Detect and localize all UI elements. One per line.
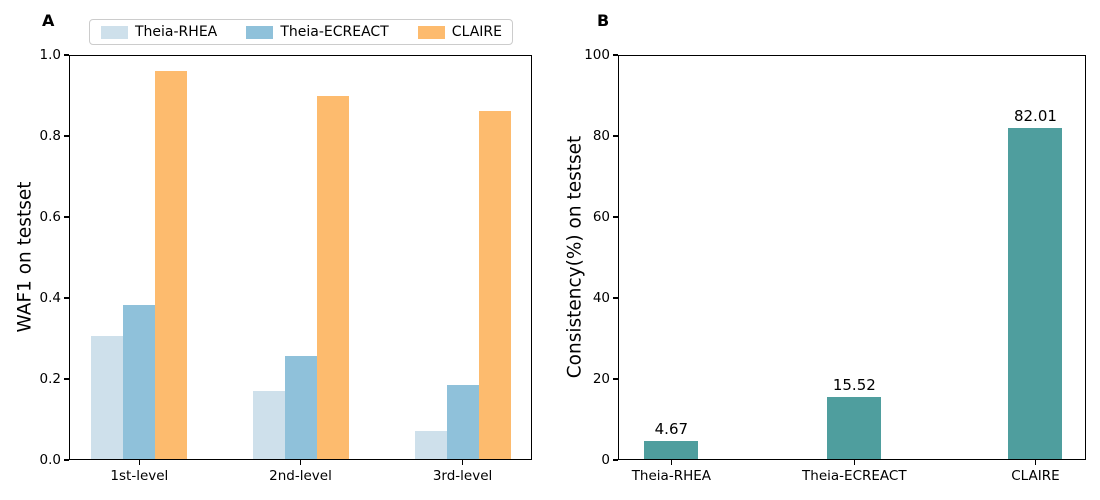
y-tick-label: 0.2 bbox=[39, 370, 61, 387]
y-tick-label: 100 bbox=[584, 46, 610, 63]
panel-b-label: B bbox=[597, 11, 610, 30]
y-tick-mark bbox=[64, 297, 69, 299]
bar-theia-ecreact bbox=[827, 397, 882, 460]
bar-claire-2nd-level bbox=[316, 95, 349, 460]
bar-theia-rhea bbox=[644, 441, 699, 460]
x-tick-mark bbox=[853, 460, 856, 465]
x-tick-mark bbox=[299, 460, 302, 465]
bar-theia-ecreact-1st-level bbox=[123, 304, 156, 460]
x-tick-label: 2nd-level bbox=[269, 468, 332, 484]
y-tick-label: 0.6 bbox=[39, 208, 61, 225]
panel-b-y-axis-label: Consistency(%) on testset bbox=[564, 135, 586, 379]
legend: Theia-RHEA Theia-ECREACT CLAIRE bbox=[89, 19, 513, 45]
bar-theia-rhea-3rd-level bbox=[414, 430, 447, 460]
y-tick-mark bbox=[613, 54, 618, 56]
bar-theia-rhea-1st-level bbox=[91, 336, 124, 460]
y-tick-label: 80 bbox=[592, 127, 610, 144]
y-tick-label: 60 bbox=[592, 208, 610, 225]
panel-a-y-axis-label: WAF1 on testset bbox=[14, 181, 36, 333]
y-tick-mark bbox=[64, 378, 69, 380]
panel-a-label: A bbox=[42, 11, 55, 30]
y-tick-label: 20 bbox=[592, 370, 610, 387]
x-tick-mark bbox=[670, 460, 673, 465]
bar-claire-1st-level bbox=[155, 71, 188, 460]
x-tick-mark bbox=[1034, 460, 1037, 465]
legend-swatch-theia-ecreact-icon bbox=[246, 25, 274, 39]
legend-label-theia-ecreact: Theia-ECREACT bbox=[280, 24, 389, 40]
legend-swatch-theia-rhea-icon bbox=[101, 25, 128, 39]
y-tick-mark bbox=[64, 216, 69, 218]
x-tick-mark bbox=[138, 460, 141, 465]
bar-value-label: 15.52 bbox=[832, 376, 876, 395]
legend-label-theia-rhea: Theia-RHEA bbox=[135, 24, 218, 40]
bar-claire-3rd-level bbox=[478, 110, 511, 460]
y-tick-mark bbox=[64, 459, 69, 461]
bar-claire bbox=[1008, 127, 1063, 460]
y-tick-mark bbox=[613, 459, 618, 461]
legend-label-claire: CLAIRE bbox=[451, 24, 502, 40]
bar-value-label: 4.67 bbox=[654, 420, 689, 439]
legend-item-claire: CLAIRE bbox=[417, 24, 502, 40]
y-tick-mark bbox=[64, 54, 69, 56]
y-tick-mark bbox=[613, 378, 618, 380]
y-tick-label: 0.8 bbox=[39, 127, 61, 144]
bar-value-label: 82.01 bbox=[1013, 106, 1057, 125]
y-tick-mark bbox=[613, 297, 618, 299]
y-tick-label: 0.0 bbox=[39, 451, 61, 468]
x-tick-label: CLAIRE bbox=[1011, 468, 1060, 484]
y-tick-mark bbox=[64, 135, 69, 137]
y-tick-label: 0 bbox=[601, 451, 610, 468]
bar-theia-ecreact-3rd-level bbox=[446, 385, 479, 460]
y-tick-mark bbox=[613, 135, 618, 137]
y-tick-mark bbox=[613, 216, 618, 218]
y-tick-label: 40 bbox=[592, 289, 610, 306]
legend-item-theia-rhea: Theia-RHEA bbox=[101, 24, 217, 40]
y-tick-label: 1.0 bbox=[39, 46, 61, 63]
bar-theia-ecreact-2nd-level bbox=[284, 355, 317, 460]
legend-item-theia-ecreact: Theia-ECREACT bbox=[246, 24, 389, 40]
bar-theia-rhea-2nd-level bbox=[252, 390, 285, 460]
y-tick-label: 0.4 bbox=[39, 289, 61, 306]
x-tick-label: Theia-ECREACT bbox=[802, 468, 907, 484]
legend-swatch-claire-icon bbox=[417, 25, 445, 39]
x-tick-label: 1st-level bbox=[110, 468, 169, 484]
x-tick-mark bbox=[461, 460, 464, 465]
x-tick-label: Theia-RHEA bbox=[631, 468, 711, 484]
x-tick-label: 3rd-level bbox=[432, 468, 493, 484]
